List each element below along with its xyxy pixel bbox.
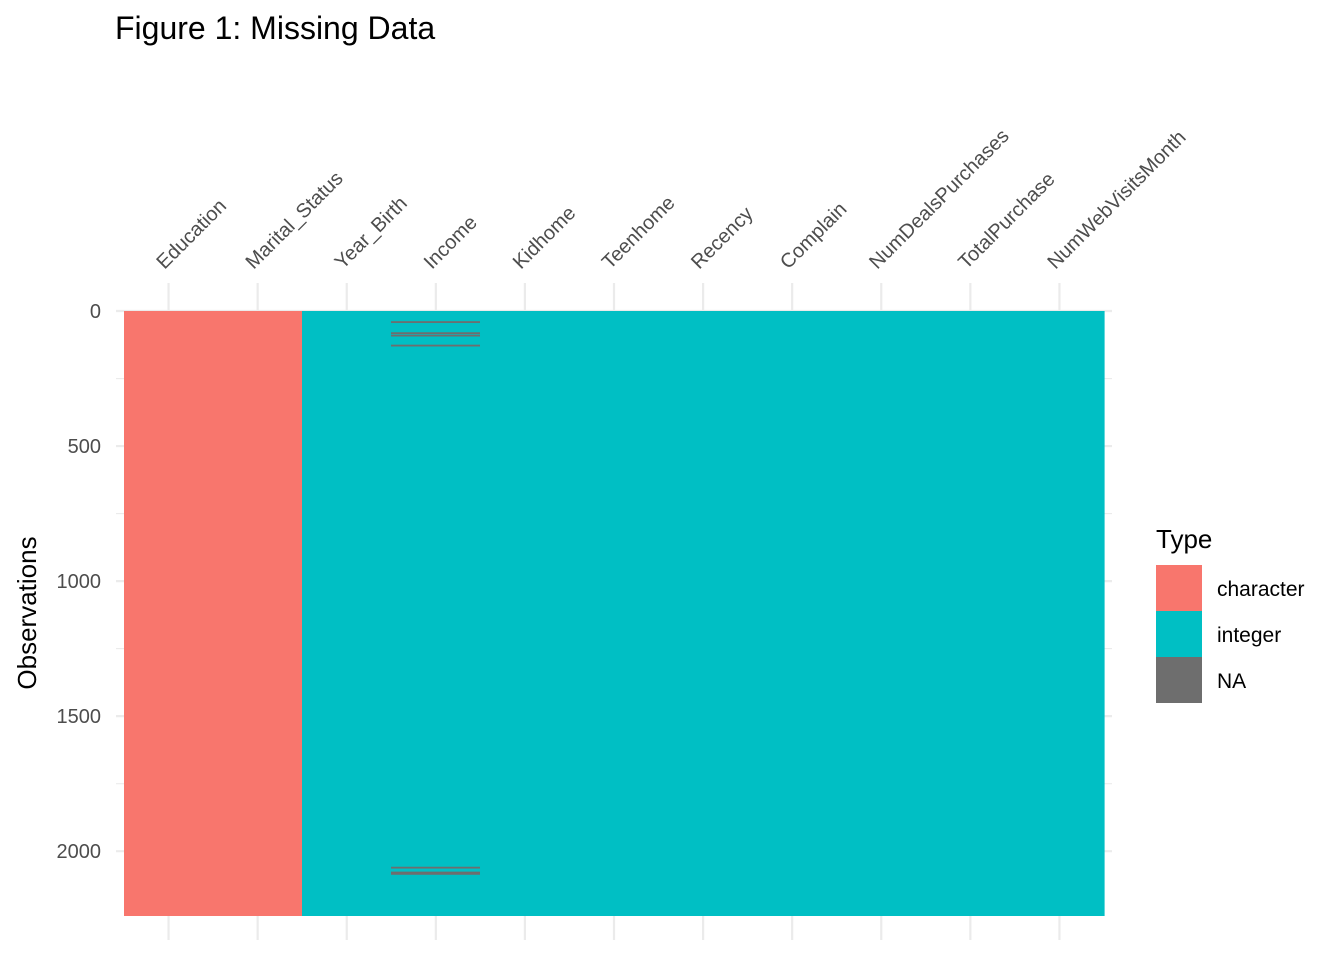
missing-value-mark [391,321,480,323]
column-tile-NumDealsPurchases [837,311,927,916]
y-axis-title: Observations [12,536,42,689]
y-tick-label: 1500 [57,706,102,728]
y-tick-label: 0 [90,301,101,323]
x-tick-label: Income [420,212,482,274]
missing-value-mark [391,334,480,337]
missing-value-mark [391,344,480,347]
x-tick-label: Complain [776,198,851,273]
y-tick-label: 500 [68,436,101,458]
y-tick-label: 2000 [57,841,102,863]
column-tile-Income [391,311,481,916]
column-tile-TotalPurchase [926,311,1016,916]
column-tile-Kidhome [480,311,570,916]
column-tile-Teenhome [569,311,660,916]
column-tile-NumWebVisitsMonth [1015,311,1105,916]
legend-title: Type [1156,524,1212,554]
legend-swatch [1156,657,1202,703]
column-tile-Education [124,311,214,916]
legend: Type character integer NA [1156,524,1305,703]
column-tile-Recency [659,311,749,916]
legend-label: NA [1217,670,1246,693]
x-tick-label: Recency [687,203,758,274]
x-tick-label: NumWebVisitsMonth [1043,126,1190,273]
x-tick-label: Year_Birth [331,192,412,273]
x-tick-label: Teenhome [598,192,680,274]
legend-label: integer [1217,624,1281,647]
column-tile-Year_Birth [302,311,392,916]
column-tile-Marital_Status [213,311,303,916]
y-tick-labels: 0 500 1000 1500 2000 [57,301,102,863]
chart-title: Figure 1: Missing Data [115,10,435,46]
legend-label: character [1217,578,1305,601]
legend-swatch [1156,611,1202,657]
x-tick-label: Education [153,195,231,273]
heatmap-tiles [124,311,1105,916]
legend-swatch [1156,565,1202,611]
missing-value-mark [391,872,480,875]
column-tile-Complain [748,311,838,916]
missing-value-mark [391,332,480,335]
y-tick-label: 1000 [57,571,102,593]
x-tick-label: Kidhome [509,202,580,273]
missing-value-mark [391,866,480,869]
